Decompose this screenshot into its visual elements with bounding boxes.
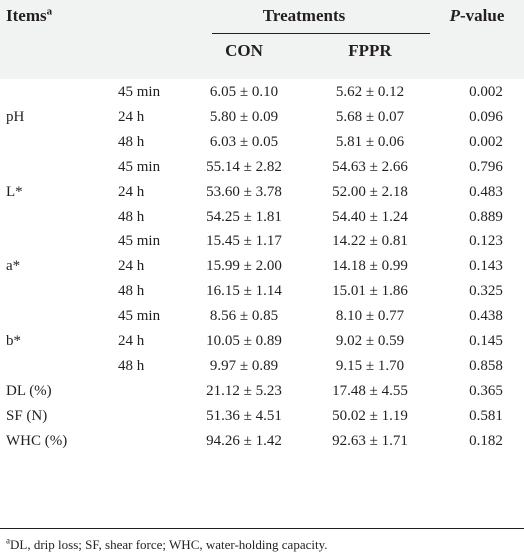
row-time: 48 h [118, 357, 145, 374]
row-time: 48 h [118, 283, 145, 300]
row-time: 48 h [118, 133, 145, 150]
row-p-value: 0.796 [469, 158, 503, 175]
row-fppr-value: 14.22 ± 0.81 [332, 233, 408, 250]
items-header-label: Items [6, 6, 47, 25]
row-fppr-value: 8.10 ± 0.77 [335, 308, 405, 325]
row-fppr-value: 5.81 ± 0.06 [335, 133, 405, 150]
row-con-value: 6.03 ± 0.05 [209, 133, 279, 150]
row-fppr-value: 50.02 ± 1.19 [332, 407, 408, 424]
table-bottom-rule [0, 528, 524, 529]
row-con-value: 53.60 ± 3.78 [206, 183, 282, 200]
row-con-value: 10.05 ± 0.89 [206, 333, 282, 349]
items-header: Itemsa [6, 6, 52, 26]
row-fppr-value: 15.01 ± 1.86 [332, 283, 408, 300]
row-fppr-value: 52.00 ± 2.18 [332, 183, 408, 200]
row-con-value: 55.14 ± 2.82 [206, 158, 282, 175]
row-con-value: 5.80 ± 0.09 [209, 108, 279, 125]
row-fppr-value: 5.62 ± 0.12 [335, 84, 405, 100]
row-p-value: 0.581 [469, 407, 503, 424]
con-header: CON [225, 41, 263, 60]
row-con-value: 6.05 ± 0.10 [209, 84, 279, 100]
row-time: 24 h [118, 108, 145, 125]
row-p-value: 0.325 [469, 283, 503, 300]
row-p-value: 0.483 [469, 183, 503, 200]
row-time: 45 min [118, 84, 161, 100]
pvalue-header-italic: P [449, 6, 460, 25]
row-con-value: 8.56 ± 0.85 [209, 308, 279, 325]
row-time: 45 min [118, 233, 161, 250]
row-con-value: 94.26 ± 1.42 [206, 432, 282, 449]
pvalue-header: P-value [450, 6, 505, 26]
group-label: a* [6, 258, 21, 275]
treatments-underline [212, 33, 430, 34]
row-con-value: 21.12 ± 5.23 [206, 382, 282, 399]
single-label: WHC (%) [6, 432, 68, 449]
single-label: DL (%) [6, 382, 52, 399]
pvalue-header-rest: -value [460, 6, 505, 25]
fppr-header: FPPR [348, 41, 392, 60]
row-con-value: 9.97 ± 0.89 [209, 357, 279, 374]
items-header-sup: a [46, 5, 53, 18]
row-time: 24 h [118, 183, 145, 200]
row-p-value: 0.096 [469, 108, 503, 125]
row-fppr-value: 54.63 ± 2.66 [332, 158, 408, 175]
table-footnote: aDL, drip loss; SF, shear force; WHC, wa… [6, 535, 328, 553]
row-fppr-value: 5.68 ± 0.07 [335, 108, 405, 125]
row-p-value: 0.143 [469, 258, 503, 275]
row-con-value: 15.99 ± 2.00 [206, 258, 282, 275]
footnote-text: DL, drip loss; SF, shear force; WHC, wat… [10, 537, 328, 552]
row-time: 45 min [118, 308, 161, 325]
row-p-value: 0.889 [469, 208, 503, 225]
row-p-value: 0.145 [469, 333, 503, 349]
footnote-sup: a [6, 535, 10, 546]
row-fppr-value: 9.15 ± 1.70 [335, 357, 405, 374]
row-con-value: 16.15 ± 1.14 [206, 283, 282, 300]
row-p-value: 0.002 [469, 84, 503, 100]
row-fppr-value: 92.63 ± 1.71 [332, 432, 408, 449]
row-time: 24 h [118, 258, 145, 275]
row-fppr-value: 17.48 ± 4.55 [332, 382, 408, 399]
row-p-value: 0.123 [469, 233, 503, 250]
group-label: pH [6, 108, 25, 125]
row-fppr-value: 9.02 ± 0.59 [335, 333, 405, 349]
row-fppr-value: 14.18 ± 0.99 [332, 258, 408, 275]
group-label: b* [6, 333, 21, 349]
row-time: 48 h [118, 208, 145, 225]
row-p-value: 0.858 [469, 357, 503, 374]
row-time: 45 min [118, 158, 161, 175]
single-label: SF (N) [6, 407, 48, 424]
table-header-band [0, 0, 524, 79]
row-p-value: 0.438 [469, 308, 503, 325]
row-p-value: 0.365 [469, 382, 503, 399]
row-fppr-value: 54.40 ± 1.24 [332, 208, 408, 225]
treatments-header: Treatments [262, 6, 346, 25]
row-time: 24 h [118, 333, 145, 349]
row-p-value: 0.002 [469, 133, 503, 150]
row-p-value: 0.182 [469, 432, 503, 449]
row-con-value: 15.45 ± 1.17 [206, 233, 282, 250]
row-con-value: 51.36 ± 4.51 [206, 407, 282, 424]
group-label: L* [6, 183, 23, 200]
row-con-value: 54.25 ± 1.81 [206, 208, 282, 225]
